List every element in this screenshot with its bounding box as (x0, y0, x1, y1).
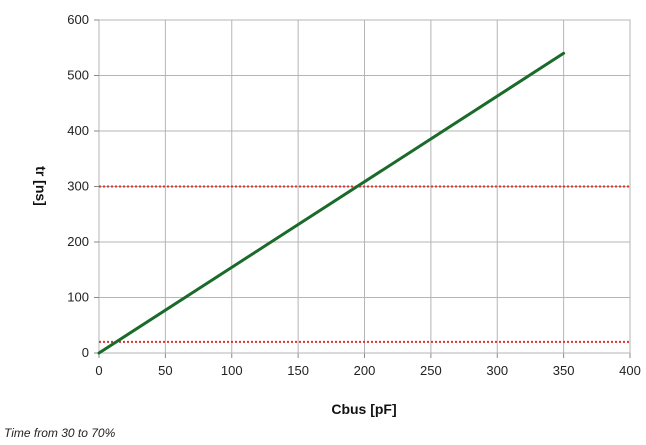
x-tick-label: 200 (354, 363, 376, 378)
y-tick-label: 600 (67, 12, 89, 27)
y-tick-label: 400 (67, 123, 89, 138)
series-line (97, 51, 566, 355)
series-layer (97, 51, 566, 355)
x-tick-label: 150 (287, 363, 309, 378)
x-tick-labels: 0 50 100 150 200 250 300 350 400 (95, 363, 640, 378)
x-tick-label: 350 (553, 363, 575, 378)
x-tick-label: 0 (95, 363, 102, 378)
y-tick-label: 0 (82, 345, 89, 360)
x-tick-label: 250 (420, 363, 442, 378)
y-tick-labels: 0 100 200 300 400 500 600 (67, 12, 89, 360)
y-tick-label: 300 (67, 179, 89, 194)
x-axis-title: Cbus [pF] (331, 401, 396, 417)
y-axis-title: tr [ns] (33, 166, 49, 206)
reference-lines (99, 185, 630, 343)
x-tick-label: 300 (486, 363, 508, 378)
x-tick-label: 400 (619, 363, 641, 378)
x-tick-label: 100 (221, 363, 243, 378)
y-tick-label: 500 (67, 68, 89, 83)
y-tick-label: 100 (67, 290, 89, 305)
y-tick-label: 200 (67, 234, 89, 249)
x-tick-label: 50 (158, 363, 172, 378)
footnote: Time from 30 to 70% (4, 426, 116, 440)
